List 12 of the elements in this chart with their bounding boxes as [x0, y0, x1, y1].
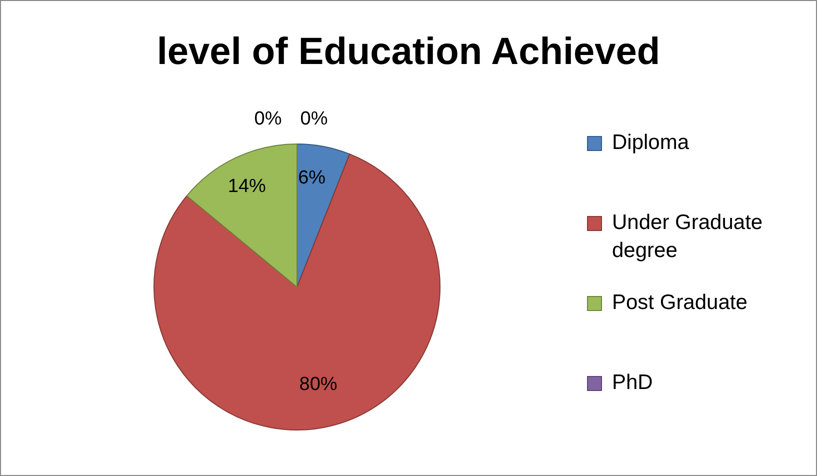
- text: 0%: [300, 108, 328, 130]
- legend-label: PhD: [612, 370, 654, 396]
- pie-slice: [186, 144, 298, 288]
- data-label: 14%: [228, 176, 266, 197]
- pie-slice: [154, 154, 440, 430]
- text: 0%: [254, 108, 282, 130]
- legend-label: Diploma: [612, 130, 690, 156]
- legend-label: Post Graduate: [612, 290, 748, 316]
- chart-title: level of Education Achieved: [156, 31, 662, 74]
- data-label: 80%: [299, 374, 338, 395]
- legend-label: Under Graduate degree: [612, 210, 764, 264]
- data-label: 6%: [298, 168, 326, 189]
